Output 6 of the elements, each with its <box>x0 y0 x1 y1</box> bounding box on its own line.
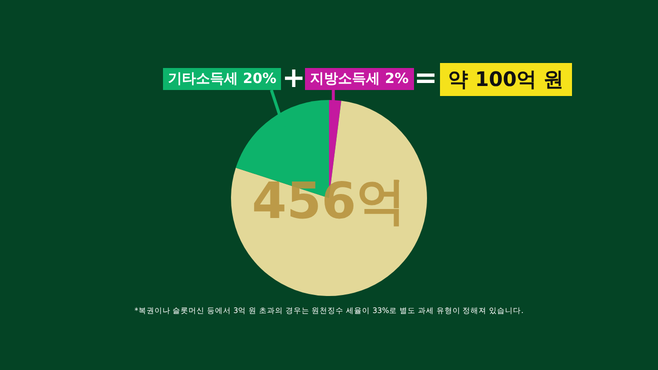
text: 약 100억 원 <box>440 63 572 96</box>
text: + <box>282 61 306 94</box>
text: = <box>414 61 438 94</box>
slice-label: 지방소득세 2% <box>305 68 414 90</box>
text: 456억 <box>250 171 408 232</box>
slice-label: 기타소득세 20% <box>163 68 282 90</box>
